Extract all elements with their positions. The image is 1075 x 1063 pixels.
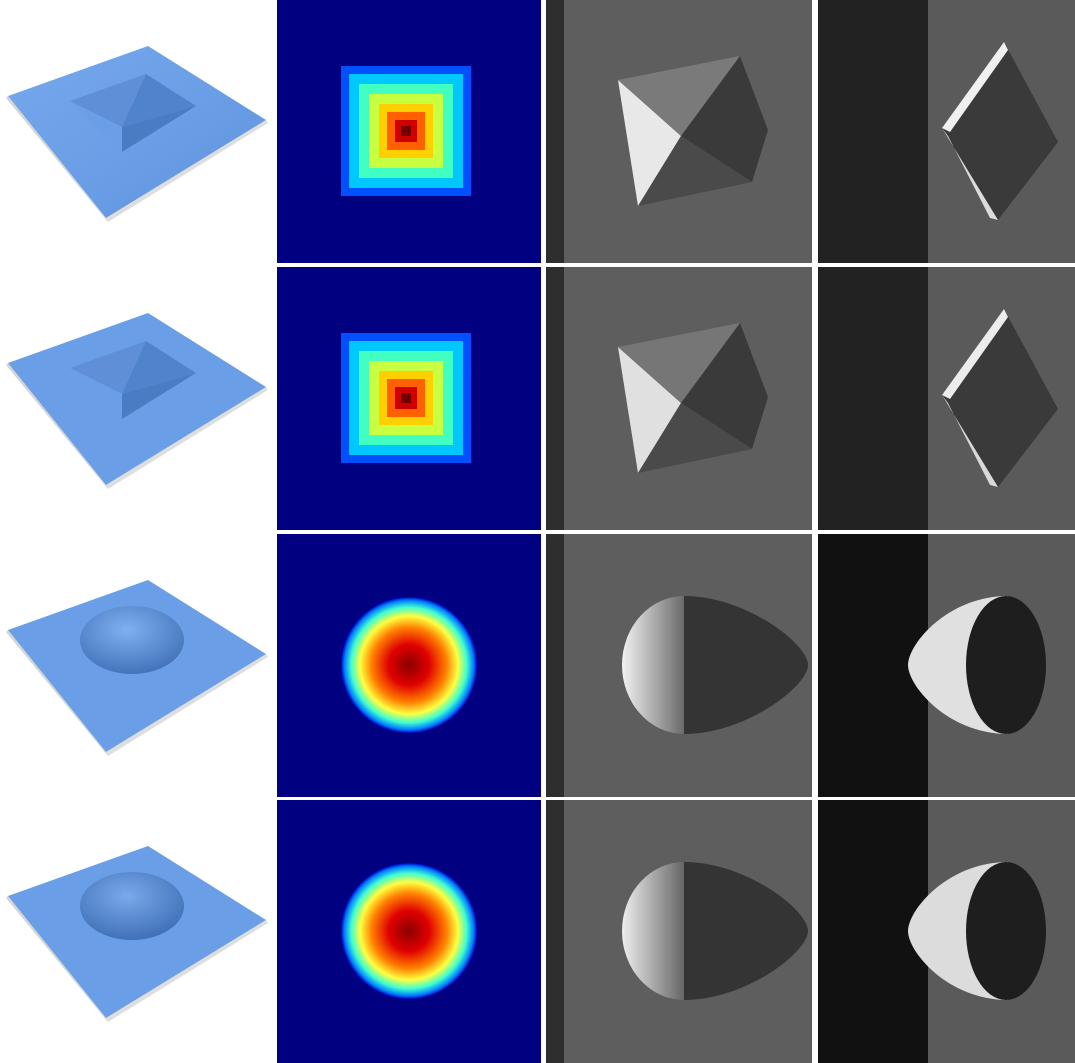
height-map-pyramid: [277, 0, 541, 263]
simulated-image-pyramid-rough-b: [818, 267, 1075, 530]
surface-render-pyramid-rough: [0, 267, 275, 530]
height-map-pyramid-rough: [277, 267, 541, 530]
surface-render-pyramid: [0, 0, 275, 263]
row-pyramid-rough: [0, 267, 1075, 530]
simulated-image-dome-rough-a: [546, 800, 812, 1063]
row-pyramid-smooth: [0, 0, 1075, 263]
surface-render-dome: [0, 534, 275, 797]
simulated-image-dome-b: [818, 534, 1075, 797]
simulated-image-pyramid-b: [818, 0, 1075, 263]
simulated-image-dome-a: [546, 534, 812, 797]
surface-render-dome-rough: [0, 800, 275, 1063]
simulated-image-pyramid-rough-a: [546, 267, 812, 530]
height-map-dome: [277, 534, 541, 797]
row-dome-smooth: [0, 534, 1075, 797]
height-map-dome-rough: [277, 800, 541, 1063]
simulated-image-dome-rough-b: [818, 800, 1075, 1063]
row-dome-rough: [0, 800, 1075, 1063]
simulated-image-pyramid-a: [546, 0, 812, 263]
